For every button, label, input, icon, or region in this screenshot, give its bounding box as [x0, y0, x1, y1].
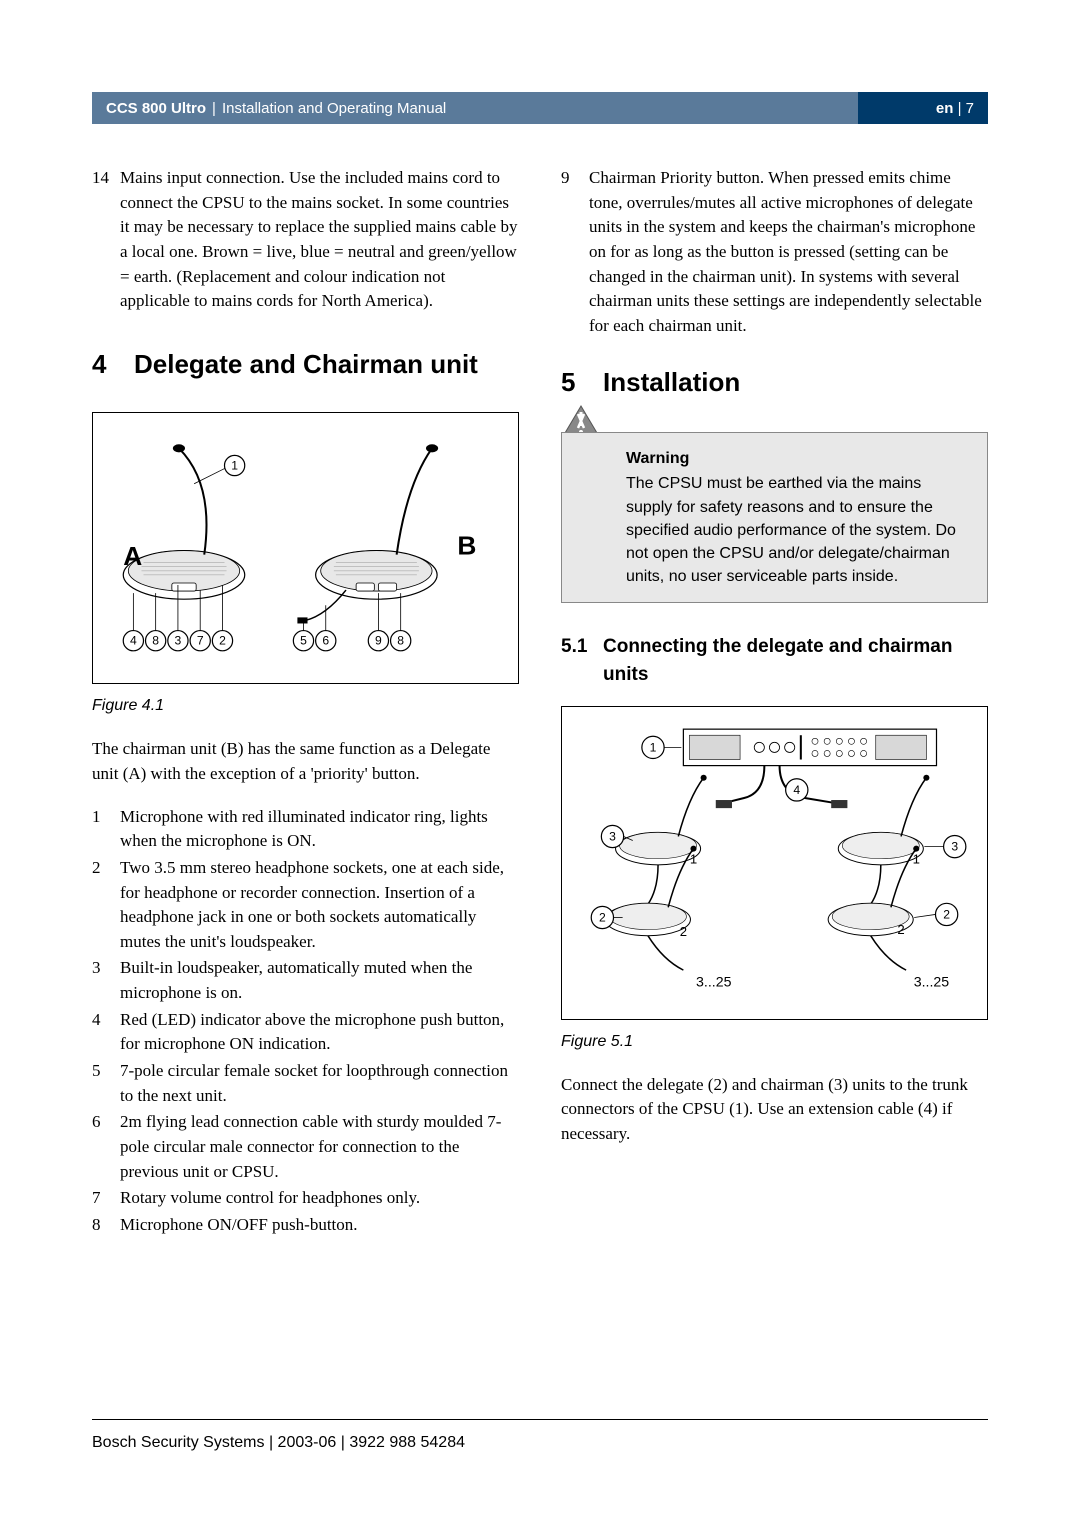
svg-text:8: 8 — [152, 633, 159, 647]
header-left: CCS 800 Ultro | Installation and Operati… — [92, 92, 858, 124]
item-text: 2m flying lead connection cable with stu… — [120, 1110, 519, 1184]
svg-text:3...25: 3...25 — [914, 975, 950, 991]
list-item: 2Two 3.5 mm stereo headphone sockets, on… — [92, 856, 519, 955]
svg-text:4: 4 — [793, 783, 800, 797]
svg-text:B: B — [457, 530, 476, 560]
item-number: 7 — [92, 1186, 120, 1211]
item-number: 14 — [92, 166, 120, 314]
section-title: Installation — [603, 364, 740, 402]
figure-4-1: 1 — [92, 412, 519, 685]
list-item: 57-pole circular female socket for loopt… — [92, 1059, 519, 1108]
item-number: 5 — [92, 1059, 120, 1108]
figure-4-1-svg: 1 — [103, 423, 508, 666]
product-name: CCS 800 Ultro — [106, 100, 206, 117]
item-number: 9 — [561, 166, 589, 338]
list-item-9: 9 Chairman Priority button. When pressed… — [561, 166, 988, 338]
item-number: 1 — [92, 805, 120, 854]
warning-box: Warning The CPSU must be earthed via the… — [561, 432, 988, 603]
svg-text:2: 2 — [599, 911, 606, 925]
item-number: 6 — [92, 1110, 120, 1184]
subsection-title: Connecting the delegate and chairman uni… — [603, 633, 988, 688]
list-item: 62m flying lead connection cable with st… — [92, 1110, 519, 1184]
section-title: Delegate and Chairman unit — [134, 346, 478, 384]
svg-text:2: 2 — [219, 633, 226, 647]
list-item: 3Built-in loudspeaker, automatically mut… — [92, 956, 519, 1005]
svg-text:3: 3 — [951, 840, 958, 854]
svg-text:1: 1 — [231, 458, 238, 472]
svg-text:1: 1 — [650, 741, 657, 755]
svg-text:9: 9 — [375, 633, 382, 647]
figure-5-1-caption: Figure 5.1 — [561, 1030, 988, 1053]
svg-text:3: 3 — [609, 830, 616, 844]
item-text: Microphone with red illuminated indicato… — [120, 805, 519, 854]
list-item: 8Microphone ON/OFF push-button. — [92, 1213, 519, 1238]
figure-5-1: 1 4 1 — [561, 706, 988, 1019]
svg-text:6: 6 — [322, 633, 329, 647]
section-5-heading: 5 Installation — [561, 364, 988, 402]
item-number: 8 — [92, 1213, 120, 1238]
page-footer: Bosch Security Systems | 2003-06 | 3922 … — [92, 1419, 988, 1452]
svg-text:2: 2 — [680, 925, 687, 940]
subsection-number: 5.1 — [561, 633, 603, 688]
connect-paragraph: Connect the delegate (2) and chairman (3… — [561, 1073, 988, 1147]
warning-text: The CPSU must be earthed via the mains s… — [626, 472, 971, 588]
item-text: Built-in loudspeaker, automatically mute… — [120, 956, 519, 1005]
section-number: 5 — [561, 364, 603, 402]
list-item: 1Microphone with red illuminated indicat… — [92, 805, 519, 854]
list-item-14: 14 Mains input connection. Use the inclu… — [92, 166, 519, 314]
doc-title: Installation and Operating Manual — [222, 100, 446, 117]
list-item: 7Rotary volume control for headphones on… — [92, 1186, 519, 1211]
svg-text:8: 8 — [397, 633, 404, 647]
svg-text:7: 7 — [197, 633, 204, 647]
page-number: 7 — [966, 100, 974, 117]
subsection-5-1-heading: 5.1 Connecting the delegate and chairman… — [561, 633, 988, 688]
figure-5-1-svg: 1 4 1 — [572, 717, 977, 1001]
header-sep2: | — [953, 100, 965, 117]
warning-title: Warning — [626, 447, 971, 470]
list-item: 4Red (LED) indicator above the microphon… — [92, 1008, 519, 1057]
numbered-list: 1Microphone with red illuminated indicat… — [92, 805, 519, 1238]
item-text: 7-pole circular female socket for loopth… — [120, 1059, 519, 1108]
item-text: Mains input connection. Use the included… — [120, 166, 519, 314]
svg-text:5: 5 — [300, 633, 307, 647]
item-text: Microphone ON/OFF push-button. — [120, 1213, 519, 1238]
section-4-heading: 4 Delegate and Chairman unit — [92, 346, 519, 384]
intro-paragraph: The chairman unit (B) has the same funct… — [92, 737, 519, 786]
header-separator: | — [212, 100, 216, 117]
item-number: 2 — [92, 856, 120, 955]
page-lang: en — [936, 100, 954, 117]
section-number: 4 — [92, 346, 134, 384]
item-text: Rotary volume control for headphones onl… — [120, 1186, 519, 1211]
page-header: CCS 800 Ultro | Installation and Operati… — [92, 92, 988, 124]
item-text: Two 3.5 mm stereo headphone sockets, one… — [120, 856, 519, 955]
figure-4-1-caption: Figure 4.1 — [92, 694, 519, 717]
svg-text:4: 4 — [130, 633, 137, 647]
item-text: Chairman Priority button. When pressed e… — [589, 166, 988, 338]
right-column: 9 Chairman Priority button. When pressed… — [561, 166, 988, 1240]
item-text: Red (LED) indicator above the microphone… — [120, 1008, 519, 1057]
svg-text:A: A — [123, 540, 142, 570]
left-column: 14 Mains input connection. Use the inclu… — [92, 166, 519, 1240]
header-right: en | 7 — [858, 92, 988, 124]
item-number: 4 — [92, 1008, 120, 1057]
svg-text:3...25: 3...25 — [696, 975, 732, 991]
svg-text:2: 2 — [897, 923, 904, 938]
svg-text:3: 3 — [175, 633, 182, 647]
item-number: 3 — [92, 956, 120, 1005]
svg-text:2: 2 — [943, 908, 950, 922]
